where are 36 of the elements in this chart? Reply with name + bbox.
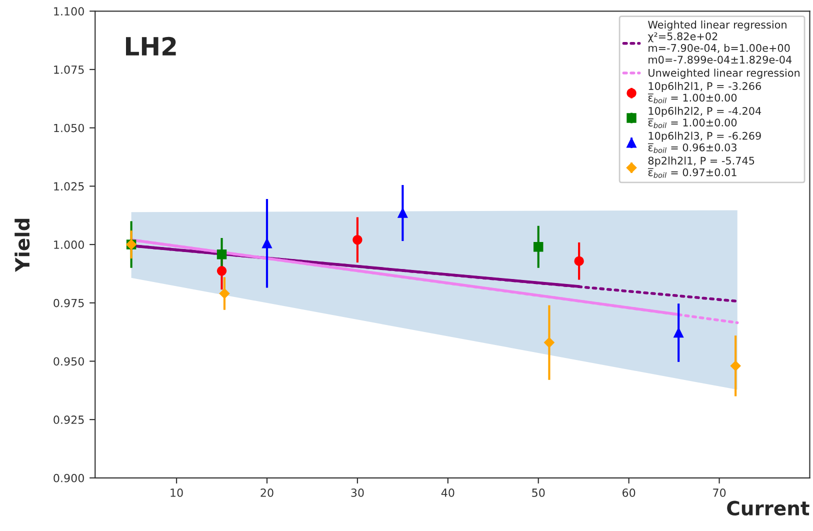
point bbox=[544, 337, 554, 348]
point bbox=[730, 360, 741, 371]
y-tick-label: 1.050 bbox=[54, 124, 84, 132]
y-tick-label: 0.900 bbox=[54, 474, 84, 482]
x-tick-label: 50 bbox=[532, 488, 545, 497]
y-tick-label: 1.000 bbox=[54, 240, 84, 249]
point bbox=[674, 328, 684, 338]
x-tick-label: 40 bbox=[441, 488, 454, 497]
point bbox=[534, 242, 544, 252]
point bbox=[398, 208, 408, 218]
point bbox=[574, 256, 584, 266]
x-axis-title: Current bbox=[727, 500, 810, 516]
legend-label: Weighted linear regression χ²=5.82e+02 m=-7.90e-04, b=1.00e+00 m0=-7.899e-04±1.829e-04 bbox=[648, 20, 792, 64]
x-tick-label: 70 bbox=[713, 488, 726, 497]
text: LH2 bbox=[126, 36, 176, 56]
legend-label: 10p6lh2l1, P = -3.266 ε̅$_{boil}$ = 1.00±0.00 bbox=[648, 82, 761, 104]
point bbox=[216, 266, 227, 276]
legend-label: Unweighted linear regression bbox=[648, 68, 800, 79]
y-axis-title: Yield bbox=[14, 218, 30, 272]
x-tick-label: 30 bbox=[351, 488, 364, 497]
y-tick-label: 0.950 bbox=[54, 357, 84, 366]
legend-label: 10p6lh2l2, P = -4.204 ε̅$_{boil}$ = 1.00±0.00 bbox=[648, 106, 762, 128]
x-tick-label: 20 bbox=[260, 488, 274, 497]
y-tick-label: 0.975 bbox=[54, 298, 84, 308]
point bbox=[216, 249, 227, 260]
point bbox=[262, 238, 272, 248]
x-tick-label: 10 bbox=[170, 488, 183, 497]
y-tick-label: 1.100 bbox=[54, 7, 84, 16]
y-tick-label: 0.925 bbox=[54, 416, 84, 424]
y-tick-label: 1.025 bbox=[54, 182, 84, 191]
point bbox=[352, 234, 362, 245]
point bbox=[219, 288, 230, 299]
legend-label: 10p6lh2l3, P = -6.269 ε̅$_{boil}$ = 0.96±0.03 bbox=[648, 132, 761, 154]
legend-label: 8p2lh2l1, P = -5.745 ε̅$_{boil}$ = 0.97±0.01 bbox=[648, 156, 754, 178]
y-tick-label: 1.075 bbox=[54, 65, 84, 74]
x-tick-label: 60 bbox=[622, 488, 636, 497]
